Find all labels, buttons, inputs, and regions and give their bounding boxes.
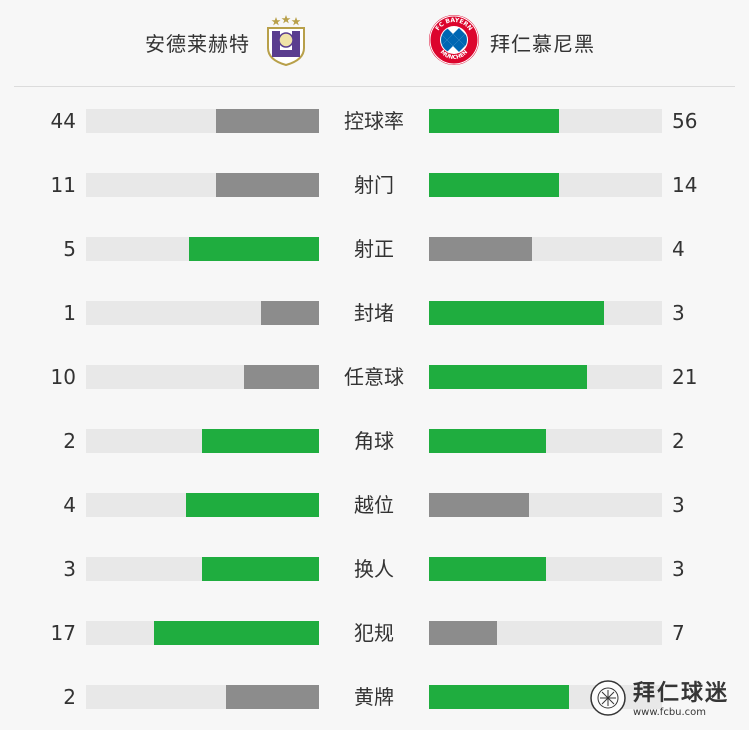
home-stat-bar-track: [86, 621, 319, 645]
away-team: FC BAYERN MÜNCHEN 拜仁慕尼黑: [428, 14, 595, 70]
home-stat-bar-fill: [189, 237, 319, 261]
stat-row: 5 射正 4: [0, 236, 749, 262]
stat-row: 4 越位 3: [0, 492, 749, 518]
home-stat-bar-fill: [202, 429, 319, 453]
stat-label: 角球: [354, 429, 394, 453]
away-stat-bar-track: [429, 173, 662, 197]
away-stat-value: 14: [672, 173, 698, 197]
home-stat-bar-track: [86, 429, 319, 453]
home-stat-bar-track: [86, 109, 319, 133]
home-stat-bar-fill: [186, 493, 319, 517]
away-stat-value: 7: [672, 621, 685, 645]
fc-bayern-munchen-crest-icon: FC BAYERN MÜNCHEN: [428, 14, 480, 70]
home-stat-value: 2: [63, 685, 76, 709]
stat-row: 2 角球 2: [0, 428, 749, 454]
home-stat-value: 17: [50, 621, 76, 645]
home-stat-value: 1: [63, 301, 76, 325]
home-stat-bar-fill: [226, 685, 319, 709]
home-stat-bar-fill: [261, 301, 319, 325]
stat-label: 控球率: [344, 109, 404, 133]
away-stat-bar-track: [429, 237, 662, 261]
away-stat-value: 3: [672, 557, 685, 581]
away-stat-bar-track: [429, 429, 662, 453]
stat-label: 换人: [354, 557, 394, 581]
watermark-url: www.fcbu.com: [633, 706, 707, 718]
stat-row: 11 射门 14: [0, 172, 749, 198]
stat-label: 射正: [354, 237, 394, 261]
away-stat-bar-fill: [429, 109, 559, 133]
away-stat-value: 2: [672, 429, 685, 453]
stat-row: 44 控球率 56: [0, 108, 749, 134]
stat-label: 封堵: [354, 301, 394, 325]
away-team-name: 拜仁慕尼黑: [490, 31, 595, 56]
home-stat-bar-track: [86, 365, 319, 389]
home-stat-bar-fill: [244, 365, 319, 389]
match-header: 安德莱赫特: [0, 0, 749, 86]
stat-label: 任意球: [344, 365, 404, 389]
home-team-name: 安德莱赫特: [145, 31, 250, 56]
stat-label: 黄牌: [354, 685, 394, 709]
home-stat-bar-track: [86, 557, 319, 581]
away-stat-bar-fill: [429, 685, 569, 709]
stat-label: 犯规: [354, 621, 394, 645]
stat-row: 17 犯规 7: [0, 620, 749, 646]
away-stat-bar-fill: [429, 429, 546, 453]
away-stat-bar-track: [429, 621, 662, 645]
away-stat-bar-fill: [429, 301, 604, 325]
header-divider: [14, 86, 735, 87]
away-stat-bar-track: [429, 493, 662, 517]
away-stat-bar-fill: [429, 365, 587, 389]
home-stat-bar-fill: [216, 109, 319, 133]
away-stat-value: 3: [672, 493, 685, 517]
away-stat-value: 3: [672, 301, 685, 325]
away-stat-bar-track: [429, 301, 662, 325]
anderlecht-crest-icon: [260, 14, 312, 70]
away-stat-bar-track: [429, 109, 662, 133]
away-stat-bar-fill: [429, 173, 559, 197]
stat-label: 射门: [354, 173, 394, 197]
stat-label: 越位: [354, 493, 394, 517]
home-stat-value: 10: [50, 365, 76, 389]
stat-row: 3 换人 3: [0, 556, 749, 582]
away-stat-bar-fill: [429, 493, 529, 517]
home-stat-bar-fill: [216, 173, 319, 197]
away-stat-value: 4: [672, 237, 685, 261]
away-stat-bar-fill: [429, 237, 532, 261]
away-stat-value: 21: [672, 365, 698, 389]
away-stat-value: 56: [672, 109, 698, 133]
home-stat-bar-track: [86, 301, 319, 325]
watermark-text: 拜仁球迷: [633, 680, 730, 706]
home-stat-value: 44: [50, 109, 76, 133]
away-stat-bar-fill: [429, 621, 497, 645]
away-stat-bar-track: [429, 365, 662, 389]
home-stat-bar-track: [86, 685, 319, 709]
away-stat-bar-fill: [429, 557, 546, 581]
home-stat-bar-fill: [154, 621, 319, 645]
home-stat-bar-track: [86, 237, 319, 261]
home-stat-bar-track: [86, 173, 319, 197]
home-stat-bar-fill: [202, 557, 319, 581]
watermark: 拜仁球迷 www.fcbu.com: [589, 678, 739, 722]
away-stat-bar-track: [429, 557, 662, 581]
stat-row: 1 封堵 3: [0, 300, 749, 326]
home-stat-value: 5: [63, 237, 76, 261]
home-stat-value: 2: [63, 429, 76, 453]
home-stat-value: 3: [63, 557, 76, 581]
home-stat-value: 11: [50, 173, 76, 197]
home-team: 安德莱赫特: [145, 14, 312, 70]
home-stat-value: 4: [63, 493, 76, 517]
stat-row: 2 黄牌: [0, 684, 749, 710]
stat-row: 10 任意球 21: [0, 364, 749, 390]
home-stat-bar-track: [86, 493, 319, 517]
fcbu-badge-icon: [589, 679, 627, 721]
